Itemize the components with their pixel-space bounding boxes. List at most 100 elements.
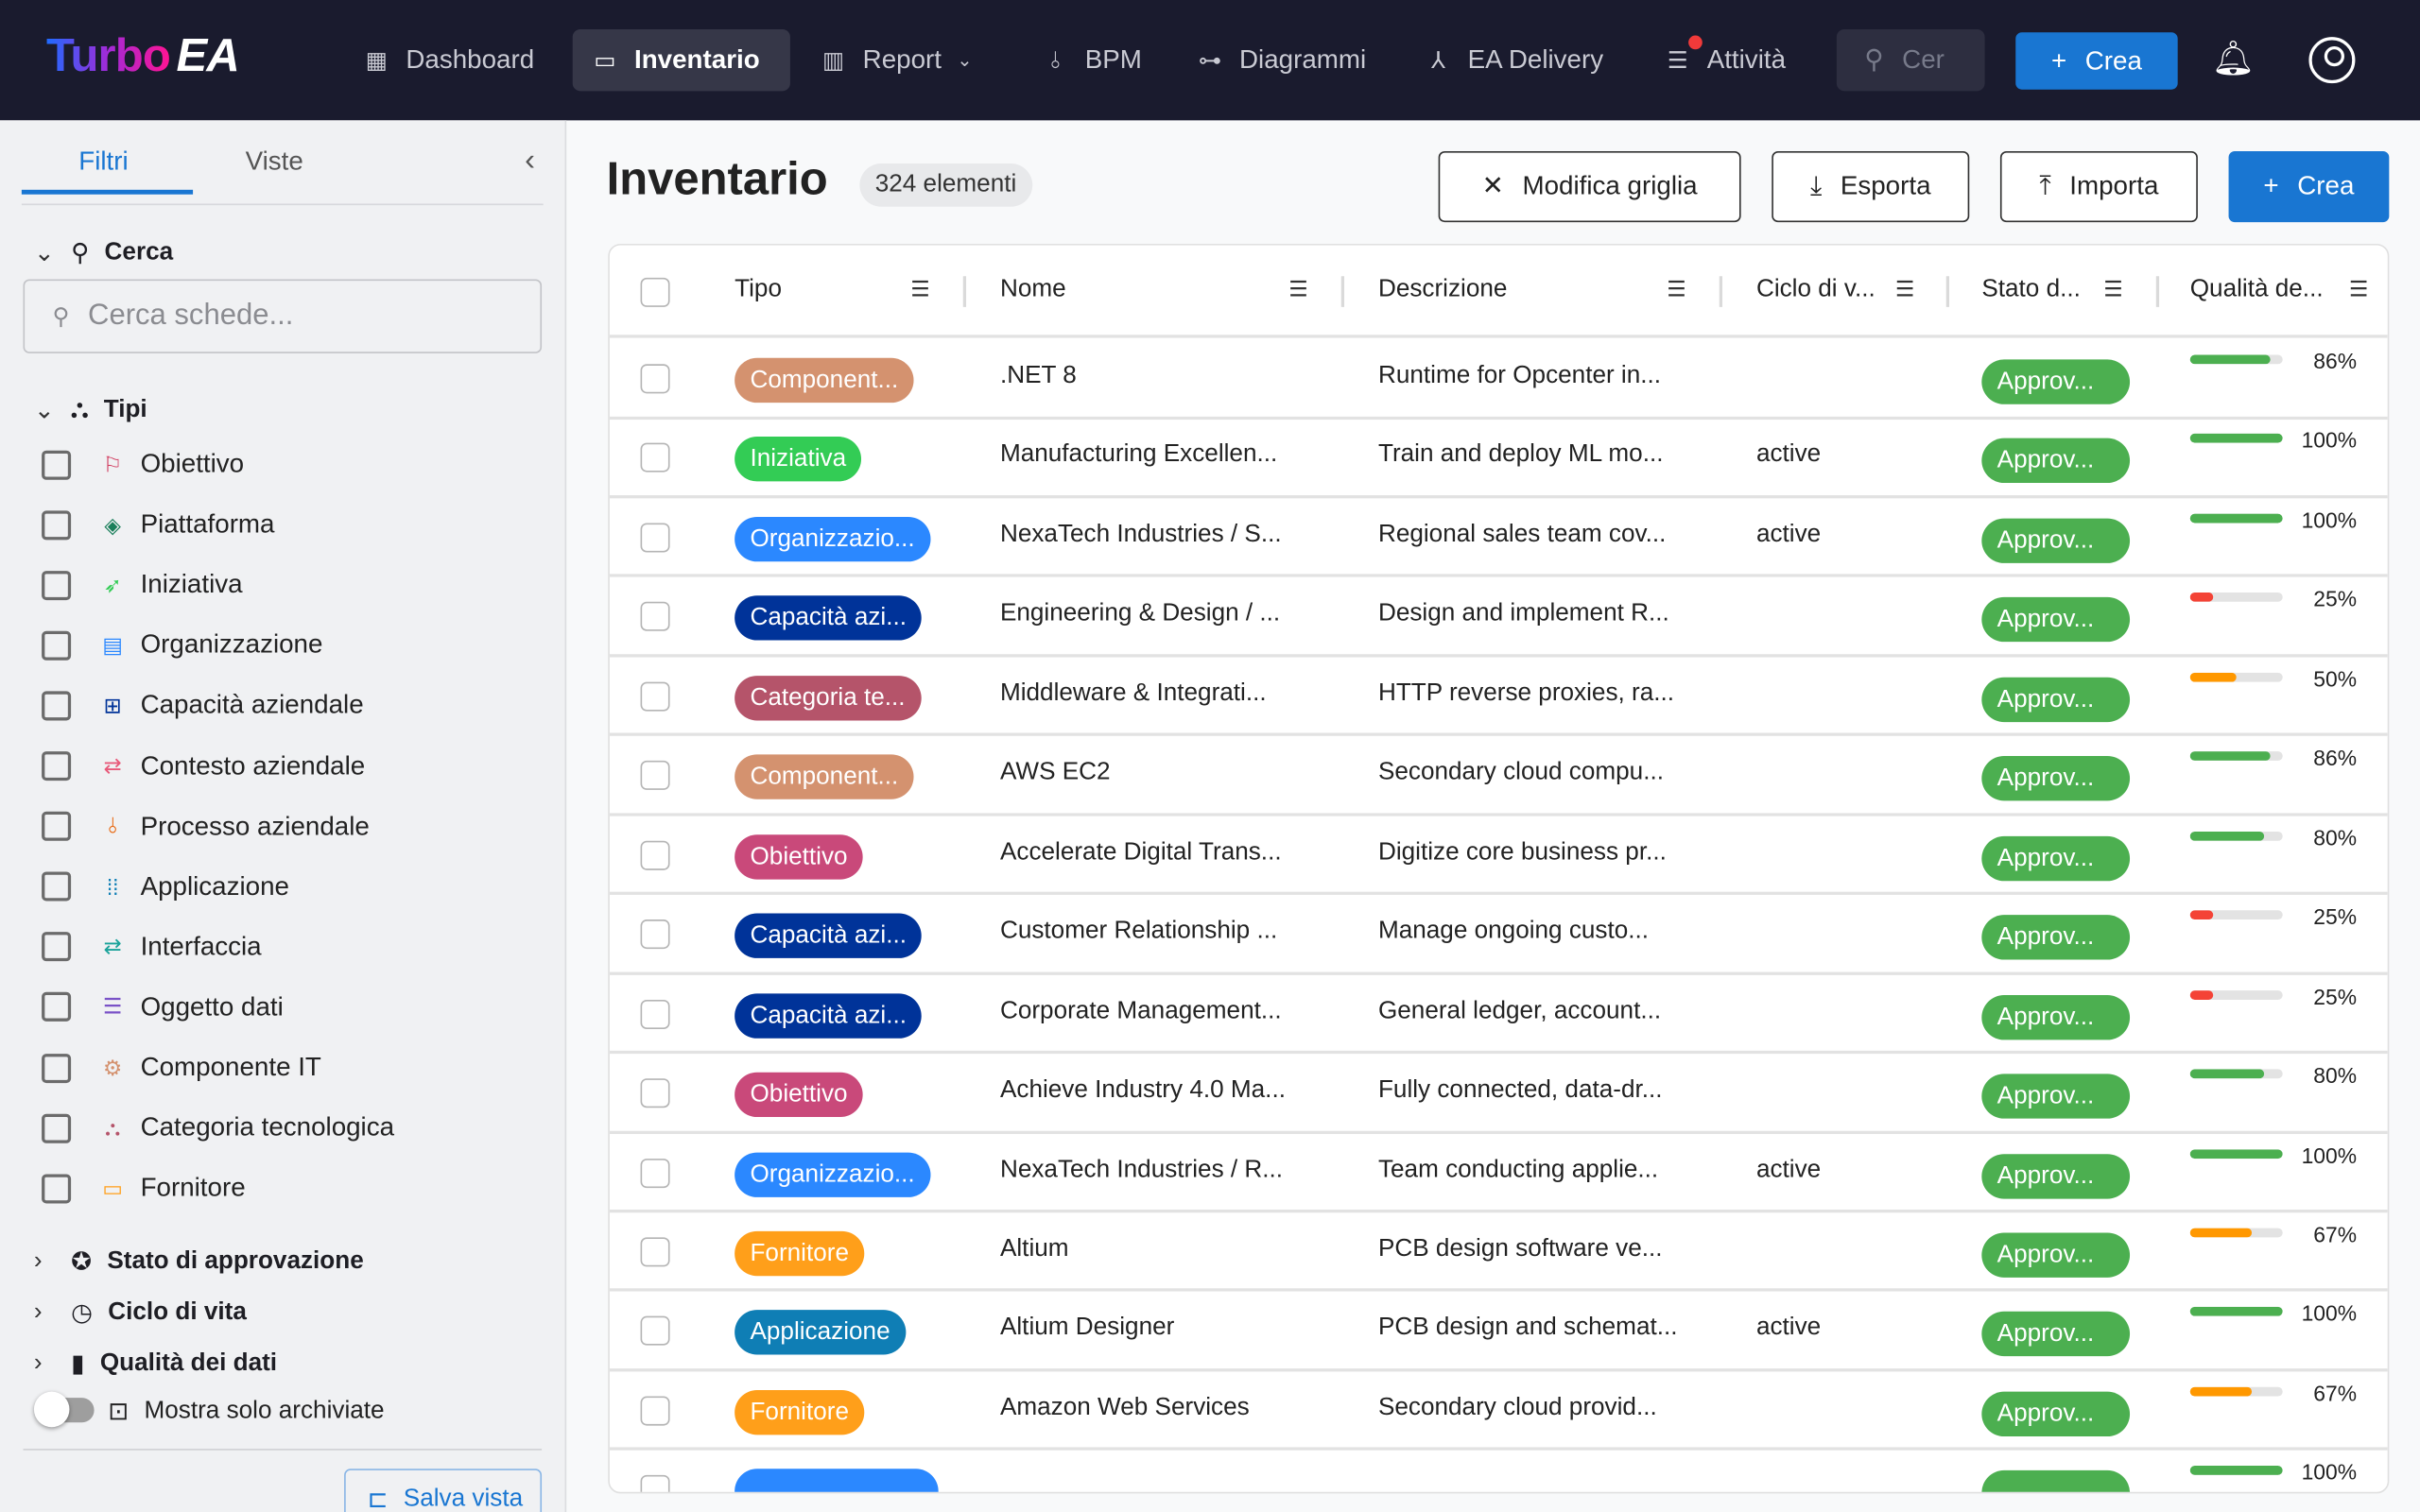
nav-attivita[interactable]: ☰ Attività <box>1645 29 1804 91</box>
row-checkbox[interactable] <box>640 523 670 553</box>
nav-dashboard[interactable]: ▦ Dashboard <box>344 29 553 91</box>
card-name[interactable]: Achieve Industry 4.0 Ma... <box>999 1076 1286 1104</box>
type-filter-piattaforma[interactable]: ◈ Piattaforma <box>42 507 275 543</box>
checkbox[interactable] <box>42 811 72 841</box>
checkbox[interactable] <box>42 570 72 600</box>
filter-icon[interactable]: ☰ <box>2103 276 2123 301</box>
card-name[interactable]: Middleware & Integrati... <box>999 679 1267 707</box>
card-name[interactable]: Altium <box>999 1235 1069 1263</box>
table-row[interactable]: Fornitore Amazon Web Services Secondary … <box>609 1371 2388 1452</box>
card-name[interactable]: Accelerate Digital Trans... <box>999 838 1282 866</box>
checkbox[interactable] <box>42 1053 72 1083</box>
table-row[interactable]: Iniziativa Manufacturing Excellen... Tra… <box>609 419 2388 499</box>
column-header-stato[interactable]: Stato d... <box>1981 276 2081 302</box>
section-ciclo-vita[interactable]: › ◷ Ciclo di vita <box>34 1297 247 1329</box>
type-filter-categoria-tecnologica[interactable]: ⛬ Categoria tecnologica <box>42 1109 394 1146</box>
checkbox[interactable] <box>42 992 72 1022</box>
table-row[interactable]: 100% <box>610 1451 2388 1492</box>
row-checkbox[interactable] <box>640 1158 670 1188</box>
type-filter-obiettivo[interactable]: ⚐ Obiettivo <box>42 446 244 483</box>
select-all-checkbox[interactable] <box>640 277 670 307</box>
filter-icon[interactable]: ☰ <box>910 276 930 301</box>
nav-bpm[interactable]: ⫰ BPM <box>1023 29 1160 91</box>
card-name[interactable]: Altium Designer <box>999 1314 1175 1342</box>
column-header-qualita[interactable]: Qualità de... <box>2189 276 2324 302</box>
card-search-input[interactable]: ⚲ Cerca schede... <box>23 279 543 353</box>
filter-icon[interactable]: ☰ <box>1894 276 1915 301</box>
type-filter-fornitore[interactable]: ▭ Fornitore <box>42 1170 246 1207</box>
column-header-ciclo-vita[interactable]: Ciclo di v... <box>1755 276 1876 302</box>
type-filter-interfaccia[interactable]: ⇄ Interfaccia <box>42 929 262 966</box>
filter-icon[interactable]: ☰ <box>1288 276 1308 301</box>
type-filter-oggetto-dati[interactable]: ☰ Oggetto dati <box>42 988 284 1025</box>
table-row[interactable]: Organizzazio... NexaTech Industries / S.… <box>609 498 2388 578</box>
export-button[interactable]: ⤓ Esporta <box>1772 150 1970 223</box>
row-checkbox[interactable] <box>640 761 670 791</box>
nav-ea-delivery[interactable]: ⅄ EA Delivery <box>1406 29 1621 91</box>
checkbox[interactable] <box>42 871 72 902</box>
section-qualita[interactable]: › ▮ Qualità dei dati <box>34 1349 277 1380</box>
type-filter-capacità-aziendale[interactable]: ⊞ Capacità aziendale <box>42 687 364 724</box>
table-row[interactable]: Capacità azi... Engineering & Design / .… <box>609 577 2388 658</box>
row-checkbox[interactable] <box>640 364 670 394</box>
checkbox[interactable] <box>42 1173 72 1203</box>
table-row[interactable]: Fornitore Altium PCB design software ve.… <box>609 1212 2388 1293</box>
table-row[interactable]: Component... .NET 8 Runtime for Opcenter… <box>609 339 2388 420</box>
column-separator[interactable] <box>1719 276 1723 307</box>
checkbox[interactable] <box>42 932 72 962</box>
checkbox[interactable] <box>42 630 72 661</box>
checkbox[interactable] <box>42 509 72 540</box>
row-checkbox[interactable] <box>640 919 670 950</box>
column-header-descrizione[interactable]: Descrizione <box>1377 276 1508 302</box>
column-separator[interactable] <box>1340 276 1345 307</box>
table-row[interactable]: Component... AWS EC2 Secondary cloud com… <box>609 736 2388 816</box>
nav-report[interactable]: ▥ Report ⌄ <box>801 29 991 91</box>
column-separator[interactable] <box>962 276 967 307</box>
section-cerca[interactable]: ⌄ ⚲ Cerca <box>34 237 173 268</box>
create-button[interactable]: + Crea <box>2228 150 2390 223</box>
row-checkbox[interactable] <box>640 840 670 870</box>
table-row[interactable]: Capacità azi... Corporate Management... … <box>609 974 2388 1055</box>
card-name[interactable]: AWS EC2 <box>999 759 1111 786</box>
section-tipi[interactable]: ⌄ ⛬ Tipi <box>34 395 147 426</box>
checkbox[interactable] <box>42 449 72 479</box>
row-checkbox[interactable] <box>640 1237 670 1267</box>
card-name[interactable]: .NET 8 <box>999 362 1077 389</box>
column-separator[interactable] <box>1945 276 1950 307</box>
row-checkbox[interactable] <box>640 1078 670 1108</box>
row-checkbox[interactable] <box>640 1396 670 1426</box>
logo[interactable]: Turbo EA <box>45 30 240 82</box>
nav-create-button[interactable]: + Crea <box>2015 32 2178 90</box>
card-name[interactable]: Amazon Web Services <box>999 1394 1250 1421</box>
table-row[interactable]: Applicazione Altium Designer PCB design … <box>609 1292 2388 1372</box>
column-header-nome[interactable]: Nome <box>999 276 1066 302</box>
table-row[interactable]: Obiettivo Achieve Industry 4.0 Ma... Ful… <box>609 1054 2388 1134</box>
tab-viste[interactable]: Viste <box>245 146 303 177</box>
card-name[interactable]: NexaTech Industries / R... <box>999 1156 1284 1183</box>
column-separator[interactable] <box>2155 276 2160 307</box>
card-name[interactable]: Manufacturing Excellen... <box>999 441 1278 469</box>
edit-grid-button[interactable]: ✕ Modifica griglia <box>1438 150 1741 223</box>
user-avatar-icon[interactable] <box>2308 37 2356 84</box>
row-checkbox[interactable] <box>640 602 670 632</box>
table-row[interactable]: Organizzazio... NexaTech Industries / R.… <box>609 1133 2388 1213</box>
type-filter-applicazione[interactable]: ⁞⁞ Applicazione <box>42 868 289 905</box>
bell-icon[interactable]: 🔔︎ <box>2211 38 2256 77</box>
card-name[interactable]: Corporate Management... <box>999 997 1282 1024</box>
checkbox[interactable] <box>42 751 72 782</box>
filter-icon[interactable]: ☰ <box>2348 276 2369 301</box>
card-name[interactable]: NexaTech Industries / S... <box>999 521 1282 548</box>
row-checkbox[interactable] <box>640 681 670 712</box>
checkbox[interactable] <box>42 691 72 721</box>
type-filter-componente-it[interactable]: ⚙ Componente IT <box>42 1049 321 1086</box>
column-header-tipo[interactable]: Tipo <box>735 276 782 302</box>
row-checkbox[interactable] <box>640 999 670 1029</box>
type-filter-contesto-aziendale[interactable]: ⇄ Contesto aziendale <box>42 747 365 784</box>
row-checkbox[interactable] <box>640 1475 670 1492</box>
import-button[interactable]: ⤒ Importa <box>1999 150 2198 223</box>
checkbox[interactable] <box>42 1113 72 1143</box>
row-checkbox[interactable] <box>640 1316 670 1347</box>
save-view-button[interactable]: ⊏ Salva vista <box>344 1469 543 1512</box>
table-row[interactable]: Categoria te... Middleware & Integrati..… <box>609 657 2388 737</box>
card-name[interactable]: Engineering & Design / ... <box>999 600 1281 627</box>
